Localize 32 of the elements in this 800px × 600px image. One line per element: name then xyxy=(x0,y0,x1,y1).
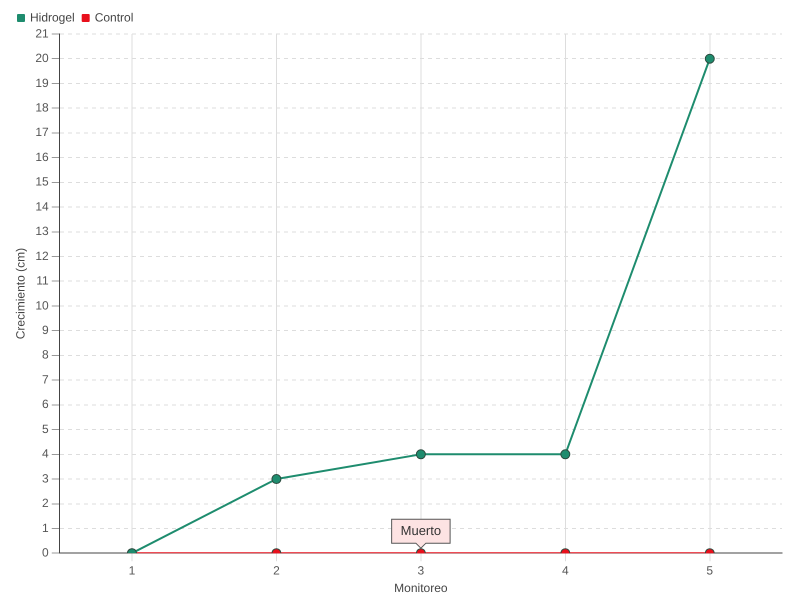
x-tick-label: 5 xyxy=(706,564,714,578)
y-tick-label: 2 xyxy=(42,496,50,510)
x-tick-label: 4 xyxy=(562,564,569,578)
y-tick-label: 13 xyxy=(35,224,50,238)
x-axis-title: Monitoreo xyxy=(394,581,448,596)
y-tick-label: 16 xyxy=(35,150,50,164)
x-tick-label: 3 xyxy=(418,564,425,578)
y-tick-label: 19 xyxy=(35,76,50,90)
y-tick-label: 0 xyxy=(42,546,50,560)
y-tick-label: 3 xyxy=(42,471,50,486)
y-tick-label: 10 xyxy=(35,298,50,312)
y-tick-label: 14 xyxy=(35,199,50,214)
y-tick-label: 17 xyxy=(35,125,50,140)
y-tick-label: 15 xyxy=(35,174,50,189)
legend-label: Hidrogel xyxy=(30,10,75,24)
y-tick-label: 7 xyxy=(42,372,50,386)
y-tick-label: 20 xyxy=(35,51,50,66)
legend-label: Control xyxy=(94,10,134,24)
y-tick-label: 4 xyxy=(42,446,50,461)
y-tick-label: 5 xyxy=(42,422,50,436)
x-tick-label: 1 xyxy=(128,564,136,578)
y-tick-label: 1 xyxy=(42,520,50,535)
y-tick-label: 12 xyxy=(35,248,50,263)
y-tick-label: 6 xyxy=(42,397,50,412)
y-axis-title: Crecimiento (cm) xyxy=(14,248,28,340)
annotation: Muerto xyxy=(400,522,442,538)
y-tick-label: 9 xyxy=(42,323,50,337)
x-tick-label: 2 xyxy=(273,564,280,578)
y-tick-label: 21 xyxy=(35,26,50,40)
y-tick-label: 8 xyxy=(42,348,50,362)
y-tick-label: 18 xyxy=(35,100,50,114)
y-tick-label: 11 xyxy=(36,274,50,288)
